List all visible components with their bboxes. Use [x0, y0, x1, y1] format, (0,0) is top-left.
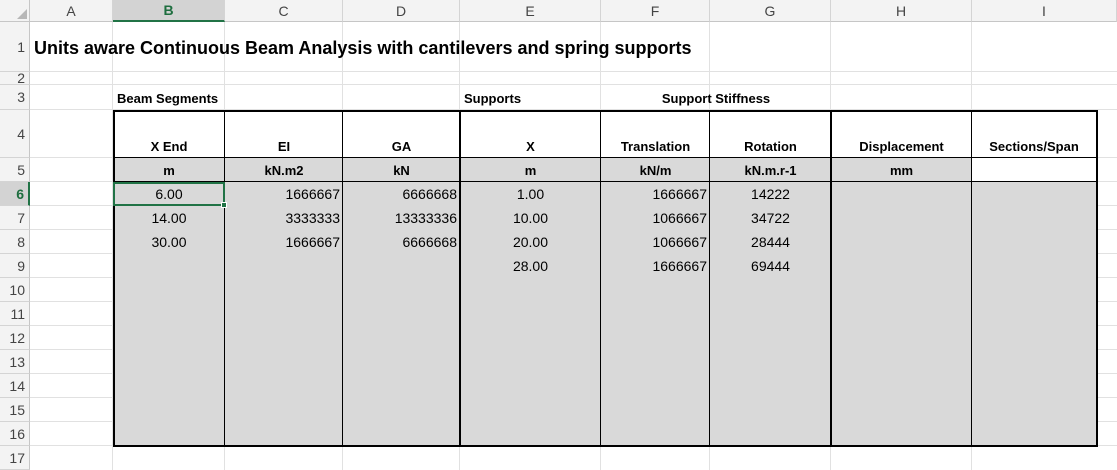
support-translation-cell[interactable]: 1666667: [652, 186, 707, 202]
beam-x-end-cell[interactable]: 6.00: [155, 186, 183, 202]
table-header-divider: [113, 157, 1098, 158]
table-col-divider: [709, 110, 710, 447]
gridline: [30, 71, 1117, 72]
row-header-12[interactable]: 12: [0, 326, 30, 350]
input-area-fill: [113, 158, 972, 446]
table-units-divider: [113, 181, 1098, 182]
beam-ga-cell[interactable]: 6666668: [402, 234, 457, 250]
support-x-cell[interactable]: 28.00: [512, 258, 549, 274]
row-header-17[interactable]: 17: [0, 446, 30, 470]
unit-rotation[interactable]: kN.m.r-1: [744, 162, 797, 178]
beam-ga-cell[interactable]: 6666668: [402, 186, 457, 202]
unit-ei[interactable]: kN.m2: [264, 162, 304, 178]
support-translation-cell[interactable]: 1066667: [652, 210, 707, 226]
row-header-14[interactable]: 14: [0, 374, 30, 398]
beam-ei-cell[interactable]: 3333333: [285, 210, 340, 226]
table-border-bottom: [113, 445, 1098, 447]
column-header-a[interactable]: A: [30, 0, 113, 22]
row-header-1[interactable]: 1: [0, 22, 30, 72]
beam-x-end-cell[interactable]: 14.00: [151, 210, 187, 226]
table-col-divider: [224, 110, 225, 447]
beam-ga-cell[interactable]: 13333336: [394, 210, 457, 226]
gridline: [30, 84, 1117, 85]
unit-translation[interactable]: kN/m: [639, 162, 672, 178]
beam-ei-cell[interactable]: 1666667: [285, 186, 340, 202]
support-rotation-cell[interactable]: 34722: [751, 210, 790, 226]
row-header-16[interactable]: 16: [0, 422, 30, 446]
column-header-g[interactable]: G: [710, 0, 831, 22]
table-border-left: [113, 110, 115, 447]
support-translation-cell[interactable]: 1666667: [652, 258, 707, 274]
section-label-supports[interactable]: Supports: [464, 90, 522, 106]
column-header-f[interactable]: F: [601, 0, 710, 22]
select-all-triangle-icon: [17, 9, 27, 19]
header-sections-span[interactable]: Sections/Span: [989, 138, 1079, 154]
input-area-fill-sections: [972, 182, 1096, 446]
column-header-b[interactable]: B: [113, 0, 225, 22]
header-x-end[interactable]: X End: [150, 138, 188, 154]
row-header-9[interactable]: 9: [0, 254, 30, 278]
support-rotation-cell[interactable]: 28444: [751, 234, 790, 250]
select-all-corner[interactable]: [0, 0, 30, 22]
header-support-x[interactable]: X: [526, 138, 535, 154]
row-header-3[interactable]: 3: [0, 85, 30, 110]
column-header-d[interactable]: D: [343, 0, 460, 22]
row-header-15[interactable]: 15: [0, 398, 30, 422]
beam-x-end-cell[interactable]: 30.00: [151, 234, 187, 250]
row-header-13[interactable]: 13: [0, 350, 30, 374]
gridline: [112, 22, 113, 470]
column-header-h[interactable]: H: [831, 0, 972, 22]
column-header-c[interactable]: C: [225, 0, 343, 22]
row-header-10[interactable]: 10: [0, 278, 30, 302]
column-header-e[interactable]: E: [460, 0, 601, 22]
table-col-divider: [971, 110, 972, 447]
unit-ga[interactable]: kN: [393, 162, 410, 178]
row-header-8[interactable]: 8: [0, 230, 30, 254]
section-label-support-stiffness[interactable]: Support Stiffness: [661, 90, 771, 106]
beam-ei-cell[interactable]: 1666667: [285, 234, 340, 250]
row-header-11[interactable]: 11: [0, 302, 30, 326]
support-x-cell[interactable]: 20.00: [512, 234, 549, 250]
support-rotation-cell[interactable]: 69444: [751, 258, 790, 274]
unit-displacement[interactable]: mm: [889, 162, 914, 178]
row-header-5[interactable]: 5: [0, 158, 30, 182]
table-col-divider: [459, 110, 461, 447]
support-rotation-cell[interactable]: 14222: [751, 186, 790, 202]
header-ei[interactable]: EI: [277, 138, 291, 154]
table-border-top: [113, 110, 1098, 112]
table-col-divider: [600, 110, 601, 447]
support-x-cell[interactable]: 10.00: [512, 210, 549, 226]
support-translation-cell[interactable]: 1066667: [652, 234, 707, 250]
support-x-cell[interactable]: 1.00: [516, 186, 545, 202]
fill-handle[interactable]: [221, 202, 227, 208]
header-ga[interactable]: GA: [391, 138, 412, 154]
row-header-4[interactable]: 4: [0, 110, 30, 158]
header-translation[interactable]: Translation: [620, 138, 691, 154]
gridline: [30, 109, 1117, 110]
column-header-i[interactable]: I: [972, 0, 1117, 22]
active-cell-selection[interactable]: [113, 182, 225, 206]
row-header-2[interactable]: 2: [0, 70, 30, 86]
unit-support-x[interactable]: m: [524, 162, 537, 178]
unit-x-end[interactable]: m: [163, 162, 175, 178]
section-label-beam-segments[interactable]: Beam Segments: [117, 90, 219, 106]
table-col-divider: [830, 110, 832, 447]
unit-sections-span[interactable]: [972, 158, 1096, 182]
header-rotation[interactable]: Rotation: [744, 138, 797, 154]
row-header-7[interactable]: 7: [0, 206, 30, 230]
table-col-divider: [342, 110, 343, 447]
table-border-right: [1096, 110, 1098, 447]
header-displacement[interactable]: Displacement: [859, 138, 944, 154]
sheet-title[interactable]: Units aware Continuous Beam Analysis wit…: [34, 37, 692, 58]
row-header-6[interactable]: 6: [0, 182, 30, 206]
